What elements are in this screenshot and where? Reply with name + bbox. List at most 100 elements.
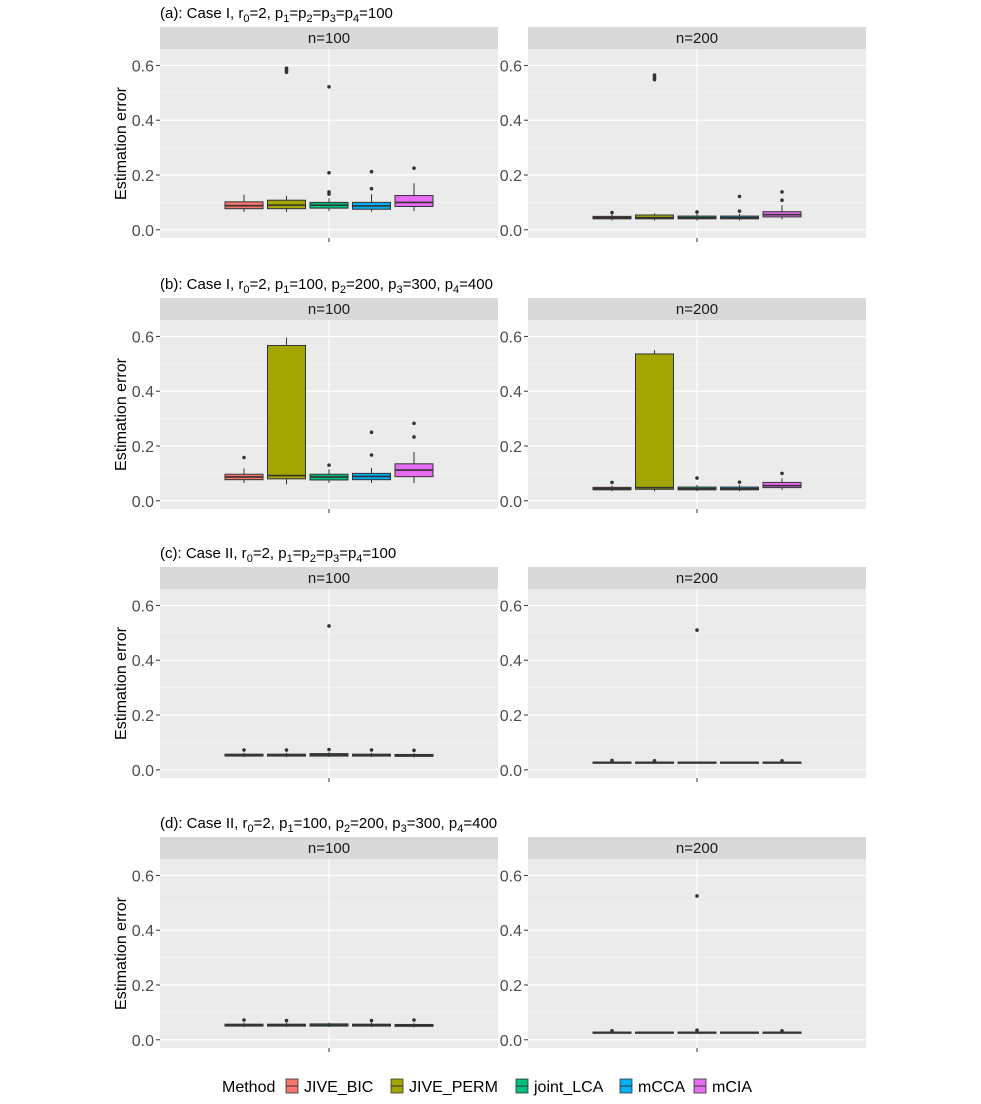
title-subscript: 1 xyxy=(287,553,293,565)
y-tick-label: 0.4 xyxy=(132,923,154,940)
y-tick-label: 0.6 xyxy=(500,598,522,615)
outlier-point xyxy=(652,758,657,763)
outlier-point xyxy=(412,166,416,170)
legend-item: JIVE_PERM xyxy=(390,1078,498,1096)
title-part: =2, p xyxy=(254,815,288,832)
y-tick-label: 0.0 xyxy=(132,1033,154,1050)
y-tick-label: 0.2 xyxy=(500,439,522,456)
title-part: =p xyxy=(289,5,306,22)
y-tick-label: 0.6 xyxy=(132,58,154,75)
facet-strip xyxy=(160,837,498,859)
legend-item: mCCA xyxy=(619,1078,685,1096)
outlier-point xyxy=(695,628,699,632)
outlier-point xyxy=(695,210,699,214)
outlier-point xyxy=(780,758,784,763)
outlier-point xyxy=(737,209,742,213)
chart-title: (b): Case I, r0=2, p1=100, p2=200, p3=30… xyxy=(160,276,493,296)
box-mCCA xyxy=(352,169,391,212)
y-tick-label: 0.6 xyxy=(500,58,522,75)
title-part: =2, p xyxy=(249,5,283,22)
outlier-point xyxy=(242,1018,246,1022)
title-part: =100 xyxy=(362,545,396,562)
box-body xyxy=(635,214,674,220)
legend-item: mCIA xyxy=(693,1078,752,1096)
facet-panel: n=200 0.0 0.2 0.4 0.6 xyxy=(500,567,866,782)
facet-panel: n=100 0.0 0.2 0.4 0.6 xyxy=(132,567,498,782)
title-part: =p xyxy=(336,5,353,22)
box-joint_LCA xyxy=(677,628,717,764)
box-JIVE_PERM xyxy=(635,350,674,492)
title-subscript: 0 xyxy=(247,553,253,565)
y-tick-label: 0.4 xyxy=(132,384,154,401)
y-tick-label: 0.0 xyxy=(132,763,154,780)
box-JIVE_PERM xyxy=(267,748,306,758)
box-joint_LCA xyxy=(677,210,717,221)
title-subscript: 3 xyxy=(330,13,336,25)
facet-strip xyxy=(528,27,866,49)
title-part: =200, p xyxy=(350,815,400,832)
outlier-point xyxy=(695,1028,699,1032)
box-JIVE_BIC xyxy=(224,748,264,758)
y-tick-label: 0.0 xyxy=(500,223,522,240)
title-part: =100, p xyxy=(294,815,344,832)
title-subscript: 3 xyxy=(396,284,402,296)
y-tick-label: 0.0 xyxy=(500,1033,522,1050)
outlier-point xyxy=(369,1018,374,1023)
facet-panel: n=200 0.0 0.2 0.4 0.6 xyxy=(500,837,866,1052)
outlier-point xyxy=(327,463,331,467)
box-mCIA xyxy=(762,1028,802,1034)
outlier-point xyxy=(242,748,246,752)
outlier-point xyxy=(327,171,331,175)
y-tick-label: 0.6 xyxy=(132,868,154,885)
outlier-point xyxy=(327,747,331,752)
chart-title: (a): Case I, r0=2, p1=p2=p3=p4=100 xyxy=(160,5,393,25)
outlier-point xyxy=(695,476,699,480)
box-body xyxy=(394,195,434,207)
legend-label: JIVE_BIC xyxy=(304,1079,373,1096)
y-tick-label: 0.6 xyxy=(500,329,522,346)
legend-label: mCCA xyxy=(638,1079,685,1096)
title-subscript: 3 xyxy=(333,553,339,565)
box-mCCA xyxy=(352,748,391,758)
outlier-point xyxy=(369,169,374,174)
box-JIVE_BIC xyxy=(224,194,264,212)
legend-item: joint_LCA xyxy=(515,1078,604,1096)
outlier-point xyxy=(369,748,374,752)
facet-panel: n=200 0.0 0.2 0.4 0.6 xyxy=(500,27,866,242)
title-part: =p xyxy=(313,5,330,22)
title-part: =100 xyxy=(359,5,393,22)
box-mCIA xyxy=(394,1018,434,1028)
legend-label: joint_LCA xyxy=(533,1079,604,1096)
outlier-point xyxy=(327,190,331,194)
box-mCCA xyxy=(720,194,759,221)
chart-row-3: (d): Case II, r0=2, p1=100, p2=200, p3=3… xyxy=(113,815,866,1052)
title-part: (c): Case II, r xyxy=(160,545,247,562)
box-JIVE_PERM xyxy=(267,337,306,485)
y-tick-label: 0.2 xyxy=(132,439,154,456)
outlier-point xyxy=(610,1028,614,1033)
y-tick-label: 0.6 xyxy=(132,329,154,346)
box-mCCA xyxy=(352,1018,391,1028)
title-part: =200, p xyxy=(346,276,396,293)
chart-row-0: (a): Case I, r0=2, p1=p2=p3=p4=100Estima… xyxy=(113,5,866,242)
title-part: (b): Case I, r xyxy=(160,276,243,293)
box-mCIA xyxy=(394,166,434,212)
title-subscript: 2 xyxy=(310,553,316,565)
facet-strip xyxy=(160,567,498,589)
y-tick-label: 0.6 xyxy=(500,868,522,885)
box-mCCA xyxy=(352,430,391,483)
y-tick-label: 0.4 xyxy=(132,113,154,130)
outlier-point xyxy=(695,894,699,898)
outlier-point xyxy=(284,1018,289,1023)
box-mCCA xyxy=(720,1031,759,1034)
title-part: =100, p xyxy=(289,276,339,293)
box-joint_LCA xyxy=(677,476,717,492)
y-tick-label: 0.2 xyxy=(500,708,522,725)
facet-strip-label: n=200 xyxy=(676,30,718,47)
y-tick-label: 0.4 xyxy=(132,653,154,670)
outlier-point xyxy=(610,480,614,485)
y-axis-label: Estimation error xyxy=(113,626,130,740)
outlier-point xyxy=(327,85,331,89)
facet-strip xyxy=(160,27,498,49)
